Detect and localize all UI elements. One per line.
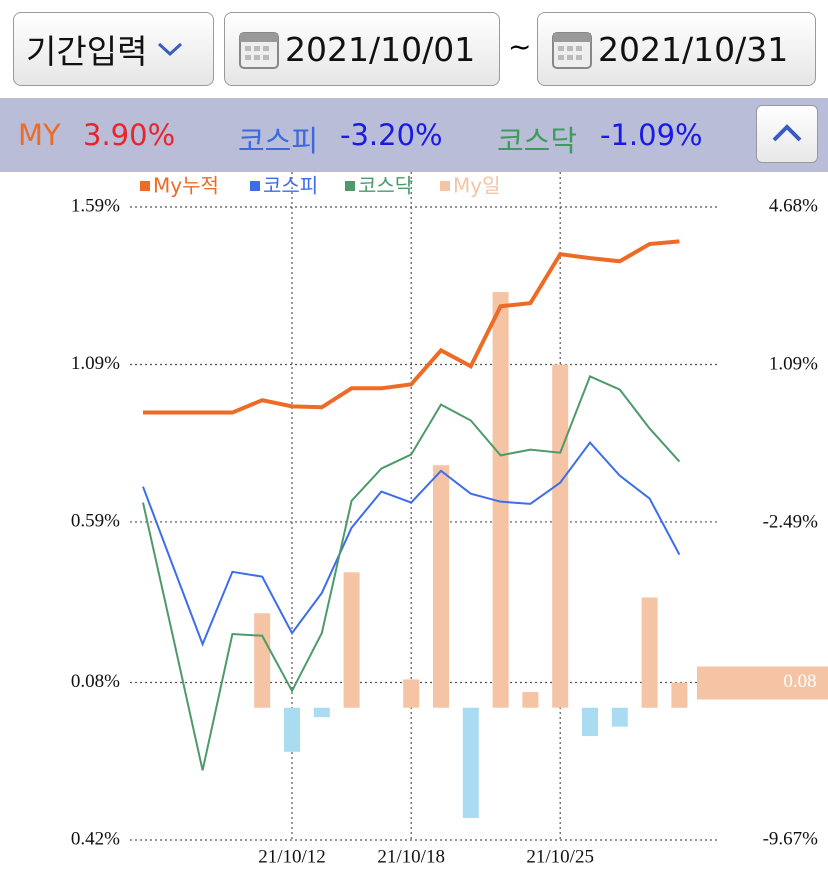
toolbar: 기간입력 2021/10/01 ~ 2021/10/31 (0, 0, 828, 98)
value-label: 0.08 (783, 671, 816, 692)
bar (611, 707, 628, 727)
start-date-button[interactable]: 2021/10/01 (224, 12, 500, 86)
legend-swatch (140, 181, 150, 191)
bar (492, 292, 509, 708)
period-button[interactable]: 기간입력 (13, 12, 214, 86)
bar (552, 364, 569, 708)
y-tick-label: 0.08% (71, 671, 120, 692)
summary-name: 코스닥 (497, 124, 578, 158)
bar (522, 691, 539, 708)
chevron-up-icon (772, 124, 802, 142)
end-date: 2021/10/31 (598, 29, 789, 69)
y-tick-label: 1.09% (71, 353, 120, 374)
bar (641, 597, 658, 708)
bar (671, 682, 688, 708)
bar (403, 679, 420, 708)
y2-tick-label: -9.67% (763, 828, 819, 849)
y2-tick-label: 4.68% (769, 195, 818, 216)
legend-swatch (440, 181, 450, 191)
summary-name: MY (18, 118, 61, 152)
bar (254, 613, 271, 708)
line (142, 375, 681, 771)
chevron-icon (158, 42, 183, 57)
summary-bar: MY 3.90% 코스피 -3.20% 코스닥 -1.09% (0, 98, 828, 172)
legend-swatch (250, 181, 260, 191)
bar (462, 707, 479, 818)
period-label: 기간입력 (26, 32, 148, 71)
summary-value: -1.09% (600, 118, 703, 152)
summary-name: 코스피 (238, 124, 319, 158)
value-label-box (697, 666, 828, 700)
y2-tick-label: -2.49% (763, 512, 819, 533)
chart: 0.42% 0.08% 0.59% 1.09% 1.59% -9.67% -2.49% 1.0… (71, 172, 828, 867)
x-tick-label: 21/10/12 (258, 846, 326, 867)
start-date: 2021/10/01 (285, 29, 476, 69)
calendar-icon (552, 32, 592, 69)
line (142, 440, 681, 647)
x-tick-label: 21/10/18 (377, 846, 445, 867)
y-tick-label: 0.42% (71, 828, 120, 849)
y-tick-label: 1.59% (71, 195, 120, 216)
legend-label: My일 (453, 174, 501, 198)
legend-label: My누적 (153, 174, 219, 198)
x-tick-label: 21/10/25 (526, 846, 594, 867)
bar (343, 572, 360, 708)
y-tick-label: 0.59% (71, 510, 120, 531)
separator: ~ (508, 30, 532, 63)
legend-label: 코스피 (263, 174, 318, 198)
summary-value: -3.20% (340, 118, 443, 152)
legend-swatch (345, 181, 355, 191)
summary-value: 3.90% (83, 118, 176, 152)
calendar-icon (239, 32, 279, 69)
y2-tick-label: 1.09% (769, 354, 818, 375)
bar (433, 465, 449, 708)
legend-label: 코스닥 (358, 174, 413, 198)
bar (284, 707, 300, 752)
end-date-button[interactable]: 2021/10/31 (537, 12, 816, 86)
bar (313, 707, 330, 718)
line (143, 239, 680, 415)
bar (582, 707, 598, 737)
collapse-button[interactable] (756, 105, 818, 163)
